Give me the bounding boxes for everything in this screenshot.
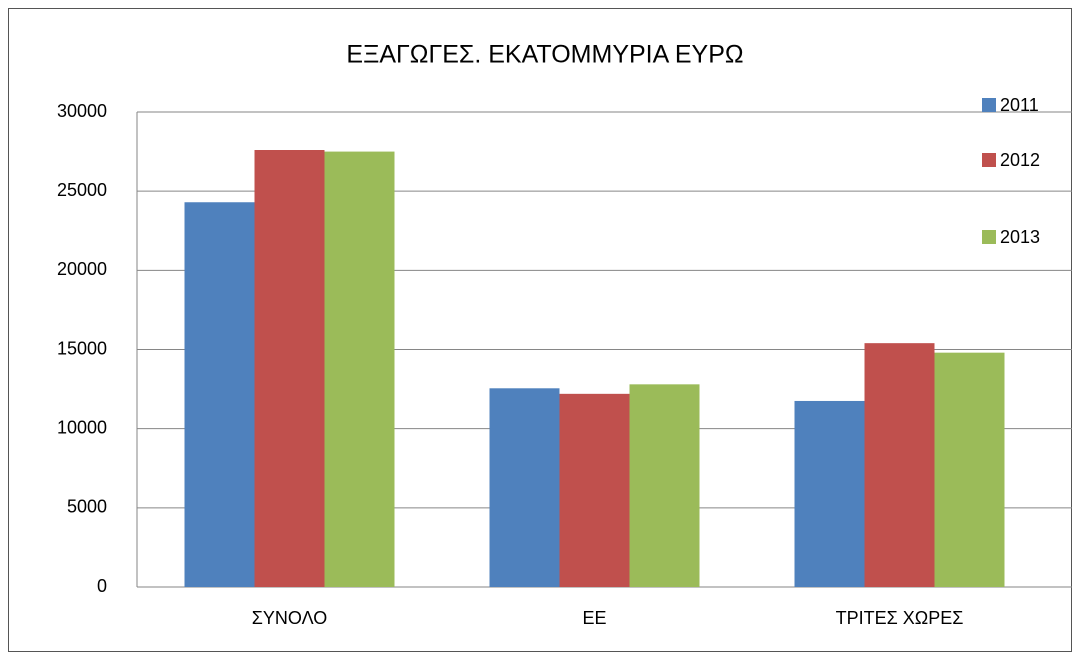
x-tick-label: ΤΡΙΤΕΣ ΧΩΡΕΣ — [836, 608, 964, 628]
bar — [934, 352, 1005, 587]
bar — [629, 384, 700, 587]
bar — [254, 150, 325, 587]
bar — [324, 151, 395, 588]
legend-label: 2013 — [1000, 227, 1040, 247]
legend-label: 2011 — [1000, 95, 1039, 115]
bar — [794, 400, 865, 587]
bar — [864, 343, 935, 587]
chart-title: ΕΞΑΓΩΓΕΣ. ΕΚΑΤΟΜΜΥΡΙΑ ΕΥΡΩ — [346, 41, 743, 69]
bar — [184, 202, 255, 587]
y-tick-label: 15000 — [57, 338, 107, 358]
legend-swatch — [982, 230, 996, 244]
y-tick-label: 30000 — [57, 101, 107, 121]
legend-label: 2012 — [1000, 150, 1040, 170]
y-tick-label: 20000 — [57, 259, 107, 279]
bar — [489, 388, 560, 587]
x-tick-label: ΕΕ — [582, 608, 606, 628]
y-tick-label: 0 — [97, 576, 107, 596]
bar — [559, 393, 630, 587]
legend-swatch — [982, 98, 996, 112]
x-tick-label: ΣΥΝΟΛΟ — [252, 608, 327, 628]
y-tick-label: 5000 — [67, 497, 107, 517]
legend-swatch — [982, 153, 996, 167]
y-tick-label: 25000 — [57, 180, 107, 200]
y-tick-label: 10000 — [57, 417, 107, 437]
